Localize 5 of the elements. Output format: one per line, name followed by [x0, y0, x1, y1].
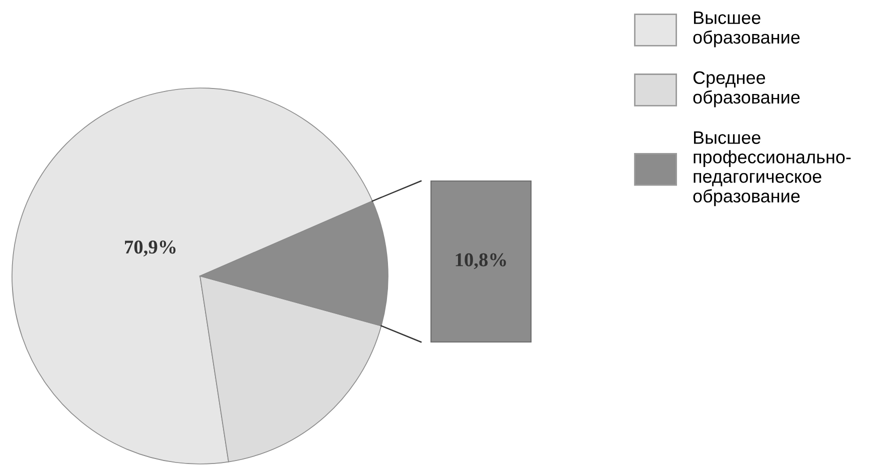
legend-label: Высшее профессионально- педагогическое образование — [693, 131, 851, 206]
legend-label: Высшее образование — [693, 11, 800, 48]
legend-label: Среднее образование — [693, 71, 800, 108]
data-label: 10,8% — [456, 253, 506, 270]
data-label: 70,9% — [124, 240, 176, 256]
